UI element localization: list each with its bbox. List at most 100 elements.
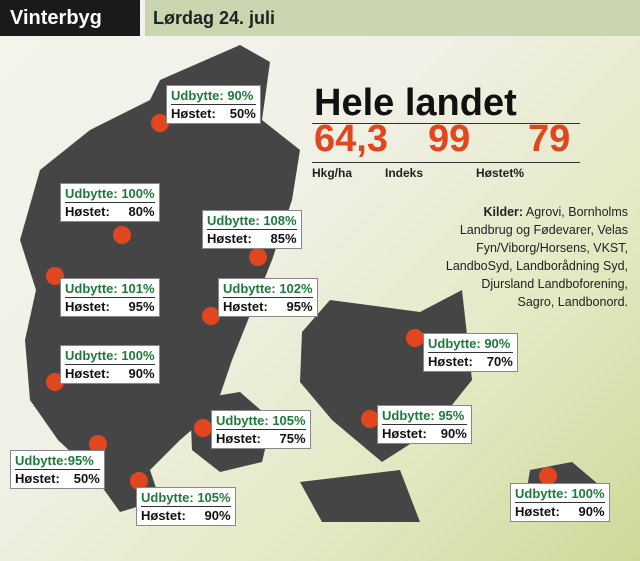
harvest-label: Høstet:: [223, 299, 268, 314]
harvest-label: Høstet:: [207, 231, 252, 246]
region-box: Udbytte: 108% Høstet: 85%: [202, 210, 302, 249]
stat-label: Hkg/ha: [312, 166, 353, 180]
region-dot: [194, 419, 212, 437]
region-box: Udbytte: 90% Høstet: 70%: [423, 333, 518, 372]
harvest-value: 70%: [486, 354, 513, 369]
harvest-value: 95%: [128, 299, 155, 314]
region-harvest: Høstet: 85%: [207, 230, 297, 246]
source-line: Sagro, Landbonord.: [400, 293, 628, 311]
region-box: Udbytte: 100% Høstet: 90%: [60, 345, 160, 384]
stat-label: Indeks: [385, 166, 424, 180]
region-yield: Udbytte: 90%: [171, 88, 256, 105]
region-harvest: Høstet: 80%: [65, 203, 155, 219]
harvest-label: Høstet:: [428, 354, 473, 369]
region-box: Udbytte: 100% Høstet: 80%: [60, 183, 160, 222]
source-line: Landbrug og Fødevarer, Velas: [400, 221, 628, 239]
region-box: Udbytte: 90% Høstet: 50%: [166, 85, 261, 124]
harvest-value: 90%: [128, 366, 155, 381]
jutland: [20, 45, 300, 512]
region-harvest: Høstet: 95%: [65, 298, 155, 314]
region-box: Udbytte: 105% Høstet: 90%: [136, 487, 236, 526]
region-box: Udbytte: 95% Høstet: 90%: [377, 405, 472, 444]
region-yield: Udbytte: 105%: [216, 413, 306, 430]
region-dot: [46, 267, 64, 285]
stat-value: 79: [528, 118, 571, 160]
region-dot: [202, 307, 220, 325]
source-line: Djursland Landboforening,: [400, 275, 628, 293]
region-yield: Udbytte: 90%: [428, 336, 513, 353]
lolland: [300, 470, 420, 522]
region-box: Udbytte: 105% Høstet: 75%: [211, 410, 311, 449]
region-dot: [406, 329, 424, 347]
source-text: Sagro, Landbonord.: [517, 295, 628, 309]
source-label: Kilder:: [483, 205, 524, 219]
source-text: LandboSyd, Landborådning Syd,: [445, 259, 628, 273]
harvest-value: 95%: [286, 299, 313, 314]
region-dot: [89, 435, 107, 453]
header-title: Vinterbyg: [0, 0, 140, 36]
region-harvest: Høstet: 90%: [65, 365, 155, 381]
stat-value: 64,3: [314, 118, 388, 160]
harvest-label: Høstet:: [65, 366, 110, 381]
harvest-value: 50%: [73, 471, 100, 486]
region-harvest: Høstet: 50%: [171, 105, 256, 121]
region-harvest: Høstet: 90%: [515, 503, 605, 519]
harvest-label: Høstet:: [65, 299, 110, 314]
harvest-label: Høstet:: [171, 106, 216, 121]
harvest-value: 90%: [204, 508, 231, 523]
source-text: Landbrug og Fødevarer, Velas: [459, 223, 628, 237]
source-text: Djursland Landboforening,: [481, 277, 628, 291]
region-harvest: Høstet: 70%: [428, 353, 513, 369]
harvest-value: 50%: [229, 106, 256, 121]
harvest-label: Høstet:: [15, 471, 60, 486]
stat-value: 99: [428, 118, 471, 160]
region-yield: Udbytte: 102%: [223, 281, 313, 298]
region-harvest: Høstet: 95%: [223, 298, 313, 314]
source-text: Agrovi, Bornholms: [525, 205, 628, 219]
source-line: Kilder: Agrovi, Bornholms: [400, 203, 628, 221]
region-harvest: Høstet: 90%: [141, 507, 231, 523]
harvest-value: 90%: [578, 504, 605, 519]
region-harvest: Høstet: 90%: [382, 425, 467, 441]
region-dot: [361, 410, 379, 428]
source-line: Fyn/Viborg/Horsens, VKST,: [400, 239, 628, 257]
region-box: Udbytte: 102% Høstet: 95%: [218, 278, 318, 317]
region-dot: [113, 226, 131, 244]
rule: [312, 162, 580, 163]
source-text: Fyn/Viborg/Horsens, VKST,: [476, 241, 628, 255]
region-dot: [130, 472, 148, 490]
harvest-value: 80%: [128, 204, 155, 219]
region-yield: Udbytte: 101%: [65, 281, 155, 298]
region-dot: [539, 467, 557, 485]
summary-title: Hele landet: [314, 82, 517, 124]
region-yield: Udbytte: 100%: [515, 486, 605, 503]
region-dot: [151, 114, 169, 132]
region-dot: [249, 248, 267, 266]
harvest-value: 75%: [279, 431, 306, 446]
region-dot: [46, 373, 64, 391]
region-box: Udbytte: 101% Høstet: 95%: [60, 278, 160, 317]
harvest-label: Høstet:: [141, 508, 186, 523]
harvest-value: 85%: [270, 231, 297, 246]
region-yield: Udbytte: 95%: [382, 408, 467, 425]
region-yield: Udbytte:95%: [15, 453, 100, 470]
harvest-label: Høstet:: [515, 504, 560, 519]
region-yield: Udbytte: 100%: [65, 186, 155, 203]
region-yield: Udbytte: 105%: [141, 490, 231, 507]
region-harvest: Høstet: 75%: [216, 430, 306, 446]
harvest-label: Høstet:: [65, 204, 110, 219]
region-harvest: Høstet: 50%: [15, 470, 100, 486]
region-box: Udbytte:95% Høstet: 50%: [10, 450, 105, 489]
rule: [312, 123, 580, 124]
header-date: Lørdag 24. juli: [145, 0, 640, 36]
source-line: LandboSyd, Landborådning Syd,: [400, 257, 628, 275]
region-yield: Udbytte: 100%: [65, 348, 155, 365]
sources: Kilder: Agrovi, Bornholms Landbrug og Fød…: [400, 203, 628, 311]
region-yield: Udbytte: 108%: [207, 213, 297, 230]
region-box: Udbytte: 100% Høstet: 90%: [510, 483, 610, 522]
harvest-label: Høstet:: [382, 426, 427, 441]
harvest-label: Høstet:: [216, 431, 261, 446]
harvest-value: 90%: [440, 426, 467, 441]
stat-label: Høstet%: [476, 166, 525, 180]
